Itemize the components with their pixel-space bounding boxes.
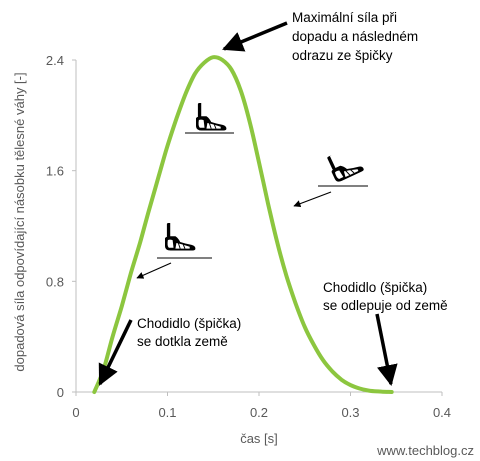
arrow-max-force xyxy=(222,21,288,52)
annotation-toe-off-line-2: se odlepuje od země xyxy=(323,298,448,313)
arrow-touch-down xyxy=(98,319,133,386)
y-tick-label: 0.8 xyxy=(46,274,64,289)
y-axis: 0 0.8 1.6 2.4 xyxy=(46,53,77,400)
annotation-touch-down-line-2: se dotkla země xyxy=(137,334,228,349)
annotation-touch-down: Chodidlo (špička) se dotkla země xyxy=(98,316,241,386)
x-tick-label: 0.2 xyxy=(250,405,268,420)
foot-toe-off-icon xyxy=(293,144,368,208)
y-ticks: 0 0.8 1.6 2.4 xyxy=(46,53,76,400)
credit: www.techblog.cz xyxy=(376,443,474,458)
arrow-toe-off xyxy=(375,313,398,387)
arrow-heel-strike xyxy=(136,262,172,279)
x-tick-label: 0.1 xyxy=(158,405,176,420)
annotation-touch-down-line-1: Chodidlo (špička) xyxy=(137,316,241,331)
x-tick-label: 0 xyxy=(72,405,79,420)
annotation-max-force-line-2: dopadu a následném xyxy=(292,29,418,44)
y-tick-label: 2.4 xyxy=(46,53,64,68)
annotation-max-force-line-3: odrazu ze špičky xyxy=(292,48,393,63)
y-axis-label: dopadová síla odpovídající násobku těles… xyxy=(12,72,27,371)
arrow-toe-off-small xyxy=(293,191,332,208)
foot-flat-icon xyxy=(185,102,234,134)
x-tick-label: 0.3 xyxy=(341,405,359,420)
annotation-toe-off-line-1: Chodidlo (špička) xyxy=(323,280,427,295)
annotation-max-force: Maximální síla při dopadu a následném od… xyxy=(222,10,418,63)
annotation-max-force-line-1: Maximální síla při xyxy=(292,10,397,25)
annotation-toe-off: Chodidlo (špička) se odlepuje od země xyxy=(323,280,448,387)
y-tick-label: 0 xyxy=(57,385,64,400)
y-tick-label: 1.6 xyxy=(46,164,64,179)
x-axis: 0 0.1 0.2 0.3 0.4 xyxy=(72,391,451,420)
series-line xyxy=(92,55,394,394)
foot-heel-strike-icon xyxy=(136,222,212,279)
x-ticks: 0 0.1 0.2 0.3 0.4 xyxy=(72,392,451,420)
x-tick-label: 0.4 xyxy=(433,405,451,420)
x-axis-label: čas [s] xyxy=(240,431,278,446)
